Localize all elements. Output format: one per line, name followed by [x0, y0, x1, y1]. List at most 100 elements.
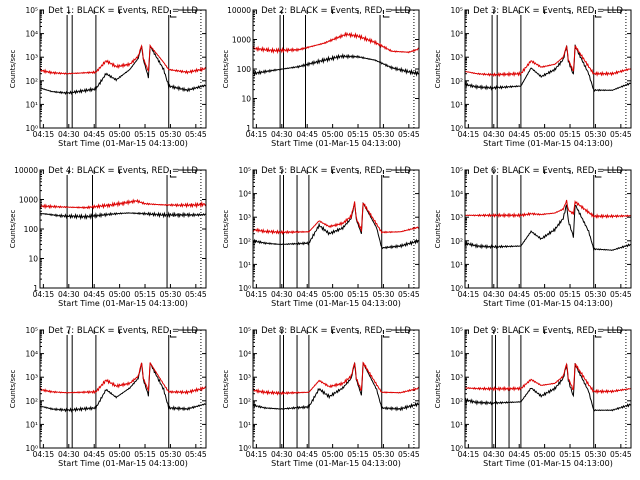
y-tick-label: 10¹: [238, 420, 251, 429]
y-tick-label: 10¹: [450, 420, 463, 429]
chart-panel-5: Det 5: BLACK = Events, RED = LLD 10⁰ 10¹ 10…: [222, 166, 420, 308]
y-tick-label: 10⁰: [450, 284, 463, 293]
x-tick-label: 05:00: [109, 450, 131, 459]
y-tick-label: 10²: [238, 237, 251, 246]
y-tick-label: 10⁰: [450, 444, 463, 453]
x-tick-label: 05:15: [347, 290, 369, 299]
x-tick-label: 05:30: [585, 450, 607, 459]
x-tick-label: 05:00: [322, 290, 344, 299]
x-tick-label: 05:30: [373, 130, 395, 139]
x-tick-label: 04:45: [296, 290, 318, 299]
y-tick-label: 10³: [238, 213, 251, 222]
panel-title: Det 6: BLACK = Events, RED = LLD: [473, 166, 623, 176]
y-tick-label: 10³: [25, 373, 38, 382]
x-axis-label: Start Time (01-Mar-15 04:13:00): [58, 299, 188, 308]
x-tick-label: 04:15: [458, 130, 480, 139]
y-tick-label: 10⁵: [450, 6, 463, 15]
x-axis-label: Start Time (01-Mar-15 04:13:00): [271, 139, 401, 148]
y-tick-label: 10²: [450, 397, 463, 406]
x-tick-label: 04:15: [33, 130, 55, 139]
x-axis-label: Start Time (01-Mar-15 04:13:00): [483, 299, 613, 308]
series-lld-line: [252, 31, 420, 55]
x-tick-label: 05:00: [109, 290, 131, 299]
title-backdrop: [469, 6, 603, 15]
x-tick-label: 04:15: [458, 290, 480, 299]
series-events-line: [39, 211, 207, 221]
chart-panel-1: Det 1: BLACK = Events, RED = LLD 10⁰ 10¹ 10…: [9, 6, 207, 148]
x-tick-label: 05:00: [534, 290, 556, 299]
x-tick-label: 04:15: [33, 450, 55, 459]
x-tick-label: 04:30: [483, 290, 505, 299]
y-tick-label: 10¹: [25, 100, 38, 109]
x-tick-label: 05:15: [559, 450, 581, 459]
x-tick-label: 04:30: [271, 290, 293, 299]
y-tick-label: 10³: [450, 213, 463, 222]
series-lld-line: [465, 199, 632, 220]
y-axis-label: Counts/sec: [222, 370, 230, 409]
chart-panel-6: Det 6: BLACK = Events, RED = LLD 10⁰ 10¹ 10…: [434, 166, 632, 308]
x-tick-label: 05:30: [373, 450, 395, 459]
title-backdrop: [257, 6, 391, 15]
x-tick-label: 04:30: [271, 450, 293, 459]
series-lld-line: [464, 362, 632, 395]
y-tick-label: 10³: [450, 373, 463, 382]
panel-title: Det 4: BLACK = Events, RED = LLD: [48, 166, 198, 176]
series-events-line: [39, 362, 207, 413]
y-tick-label: 10⁰: [238, 444, 251, 453]
x-tick-label: 04:30: [58, 130, 80, 139]
series-events-line: [252, 362, 420, 412]
plot-frame: [39, 329, 207, 449]
plot-frame: [39, 9, 207, 129]
y-tick-label: 10⁵: [25, 6, 38, 15]
y-axis-label: Counts/sec: [9, 370, 17, 409]
x-tick-label: 04:15: [246, 290, 268, 299]
x-tick-label: 05:45: [398, 290, 420, 299]
plot-frame: [464, 169, 632, 289]
x-tick-label: 04:30: [271, 130, 293, 139]
y-tick-label: 10: [28, 255, 38, 264]
series-lld-line: [464, 44, 632, 78]
y-tick-label: 10⁰: [450, 124, 463, 133]
y-tick-label: 1000: [19, 196, 38, 205]
y-tick-label: 10: [241, 95, 251, 104]
x-tick-label: 04:15: [33, 290, 55, 299]
panel-title: Det 2: BLACK = Events, RED = LLD: [261, 6, 411, 16]
panel-title: Det 9: BLACK = Events, RED = LLD: [473, 326, 623, 336]
x-tick-label: 05:15: [559, 290, 581, 299]
y-tick-label: 10⁴: [450, 350, 463, 359]
y-tick-label: 10¹: [450, 100, 463, 109]
y-tick-label: 100: [237, 65, 252, 74]
y-axis-label: Counts/sec: [434, 370, 442, 409]
series-lld-line: [39, 43, 207, 75]
x-tick-label: 05:45: [398, 130, 420, 139]
y-tick-label: 10000: [227, 6, 251, 15]
title-backdrop: [44, 326, 178, 335]
y-tick-label: 10000: [14, 166, 38, 175]
y-axis-label: Counts/sec: [222, 210, 230, 249]
title-backdrop: [257, 326, 391, 335]
y-tick-label: 10¹: [238, 260, 251, 269]
y-tick-label: 10³: [238, 373, 251, 382]
chart-panel-4: Det 4: BLACK = Events, RED = LLD 1 10 100 10…: [9, 166, 207, 308]
x-tick-label: 04:45: [83, 290, 105, 299]
y-axis-label: Counts/sec: [434, 50, 442, 89]
x-tick-label: 05:30: [160, 450, 182, 459]
y-tick-label: 10⁵: [238, 166, 251, 175]
series-events-line: [252, 53, 420, 77]
x-tick-label: 05:30: [160, 130, 182, 139]
x-tick-label: 05:00: [322, 130, 344, 139]
y-tick-label: 10¹: [450, 260, 463, 269]
series-events-line: [464, 363, 632, 412]
x-tick-label: 04:45: [83, 130, 105, 139]
x-tick-label: 05:45: [398, 450, 420, 459]
x-tick-label: 05:15: [347, 450, 369, 459]
x-tick-label: 05:15: [134, 450, 156, 459]
title-backdrop: [44, 166, 178, 175]
y-tick-label: 10⁴: [450, 30, 463, 39]
x-axis-label: Start Time (01-Mar-15 04:13:00): [483, 459, 613, 468]
x-tick-label: 05:45: [185, 130, 207, 139]
x-tick-label: 04:45: [296, 130, 318, 139]
title-backdrop: [469, 166, 603, 175]
y-tick-label: 10²: [450, 237, 463, 246]
